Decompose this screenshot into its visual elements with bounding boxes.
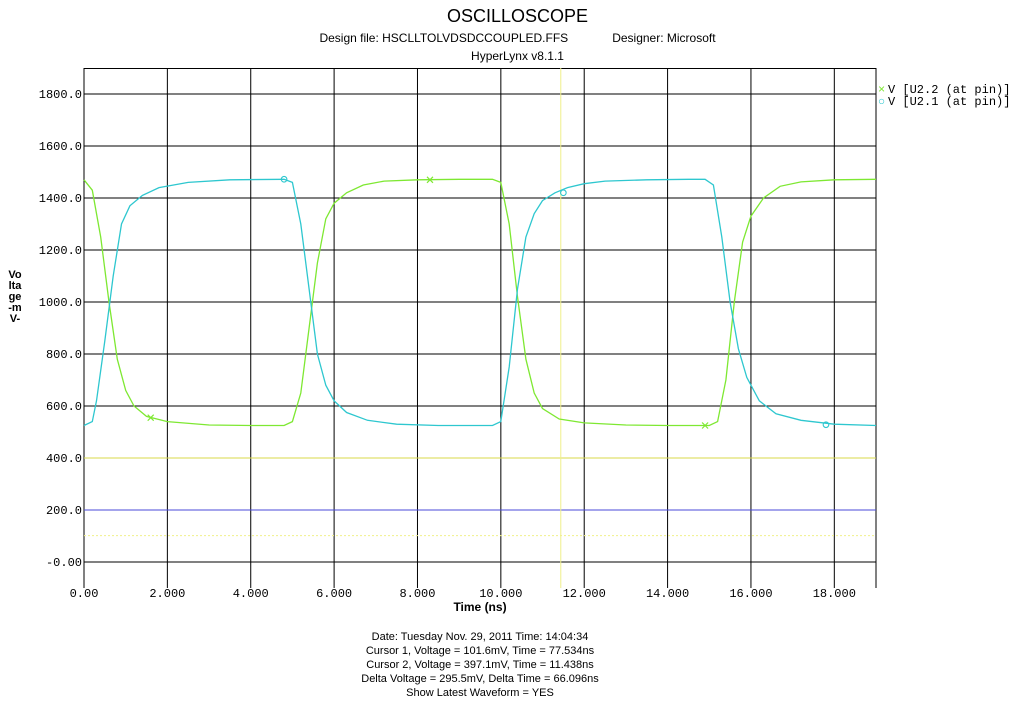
- y-tick-label: 1200.0: [39, 244, 82, 258]
- y-tick-label: 1000.0: [39, 296, 82, 310]
- y-tick-label: 1600.0: [39, 140, 82, 154]
- y-tick-label: 1400.0: [39, 192, 82, 206]
- show-latest-line: Show Latest Waveform = YES: [406, 687, 554, 699]
- design-info: Design file: HSCLLTOLVDSDCCOUPLED.FFS Des…: [0, 31, 1035, 45]
- x-data-marker: [426, 176, 434, 184]
- designer-label: Designer: Microsoft: [612, 31, 716, 45]
- legend-entry-u2-1[interactable]: ○ V [U2.1 (at pin)]: [878, 96, 1010, 108]
- series-line-0: [83, 178, 877, 427]
- series-line-1: [83, 178, 877, 427]
- circle-marker-icon: ○: [878, 95, 886, 109]
- y-tick-label: -0.00: [46, 556, 82, 570]
- x-data-marker: [147, 414, 155, 422]
- circle-data-marker: [280, 175, 288, 183]
- cursor1-line: Cursor 1, Voltage = 101.6mV, Time = 77.5…: [365, 645, 595, 657]
- cursor2-line: Cursor 2, Voltage = 397.1mV, Time = 11.4…: [366, 659, 594, 671]
- x-tick-label: 16.000: [729, 587, 772, 601]
- date-line: Date: Tuesday Nov. 29, 2011 Time: 14:04:…: [371, 631, 589, 643]
- x-tick-label: 18.000: [813, 587, 856, 601]
- x-tick-label: 6.000: [316, 587, 352, 601]
- circle-data-marker: [822, 421, 830, 429]
- legend-label: V [U2.1 (at pin)]: [888, 95, 1011, 109]
- design-file-label: Design file: HSCLLTOLVDSDCCOUPLED.FFS: [319, 31, 569, 45]
- x-data-marker: [701, 422, 709, 429]
- x-tick-label: 4.000: [233, 587, 269, 601]
- version-label: HyperLynx v8.1.1: [471, 49, 564, 63]
- y-axis-label: Voltage -mV-: [8, 269, 22, 325]
- header-rule: [84, 68, 876, 69]
- x-tick-label: 12.000: [563, 587, 606, 601]
- chart-legend: × V [U2.2 (at pin)] ○ V [U2.1 (at pin)]: [878, 84, 1010, 108]
- page-title: OSCILLOSCOPE: [446, 6, 589, 26]
- y-tick-label: 600.0: [46, 400, 82, 414]
- y-tick-label: 400.0: [46, 452, 82, 466]
- legend-label: V [U2.2 (at pin)]: [888, 83, 1011, 97]
- measurement-footer: Date: Tuesday Nov. 29, 2011 Time: 14:04:…: [0, 630, 960, 700]
- x-tick-label: 10.000: [479, 587, 522, 601]
- x-axis-label: Time (ns): [453, 600, 507, 614]
- x-marker-icon: ×: [878, 83, 886, 97]
- x-tick-label: 8.000: [399, 587, 435, 601]
- x-tick-label: 14.000: [646, 587, 689, 601]
- circle-data-marker: [560, 189, 567, 197]
- x-tick-label: 0.00: [70, 587, 99, 601]
- y-tick-label: 1800.0: [39, 88, 82, 102]
- y-tick-label: 800.0: [46, 348, 82, 362]
- delta-line: Delta Voltage = 295.5mV, Delta Time = 66…: [361, 673, 599, 685]
- y-tick-label: 200.0: [46, 504, 82, 518]
- x-tick-label: 2.000: [149, 587, 185, 601]
- legend-entry-u2-2[interactable]: × V [U2.2 (at pin)]: [878, 84, 1010, 96]
